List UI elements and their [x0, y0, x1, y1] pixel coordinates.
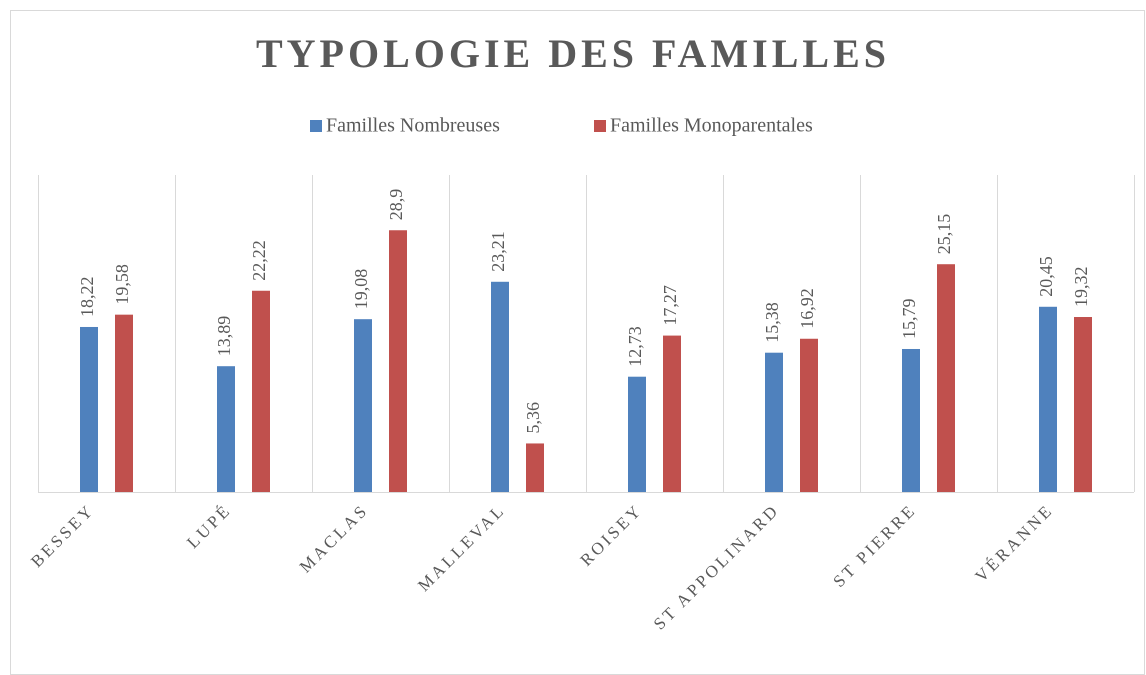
bar	[354, 319, 372, 492]
value-label: 13,89	[214, 316, 234, 357]
bar	[252, 290, 270, 492]
legend-label: Familles Nombreuses	[326, 115, 500, 137]
bar	[765, 352, 783, 492]
value-label: 20,45	[1036, 256, 1056, 297]
value-label: 12,73	[625, 326, 645, 367]
value-label: 23,21	[488, 231, 508, 272]
value-label: 17,27	[660, 285, 680, 326]
value-label: 25,15	[934, 214, 954, 255]
value-label: 16,92	[797, 288, 817, 329]
bar	[389, 230, 407, 492]
bar	[902, 348, 920, 492]
value-label: 18,22	[77, 276, 97, 317]
legend-swatch	[594, 120, 606, 132]
value-label: 15,38	[762, 302, 782, 343]
value-label: 19,08	[351, 269, 371, 310]
bar	[663, 335, 681, 492]
value-label: 19,58	[112, 264, 132, 305]
value-label: 22,22	[249, 240, 269, 281]
value-label: 5,36	[523, 402, 543, 434]
value-label: 15,79	[899, 298, 919, 339]
chart-border	[10, 10, 1145, 675]
value-label: 19,32	[1071, 267, 1091, 308]
bar	[1039, 306, 1057, 492]
legend-label: Familles Monoparentales	[610, 115, 813, 137]
bar	[491, 281, 509, 492]
bar	[628, 376, 646, 492]
bar	[937, 264, 955, 492]
bar	[526, 443, 544, 492]
bar	[1074, 317, 1092, 492]
bar	[80, 326, 98, 492]
value-label: 28,9	[386, 189, 406, 221]
legend-swatch	[310, 120, 322, 132]
bar	[115, 314, 133, 492]
bar	[800, 338, 818, 492]
bar	[217, 366, 235, 492]
chart-title: TYPOLOGIE DES FAMILLES	[256, 31, 890, 76]
